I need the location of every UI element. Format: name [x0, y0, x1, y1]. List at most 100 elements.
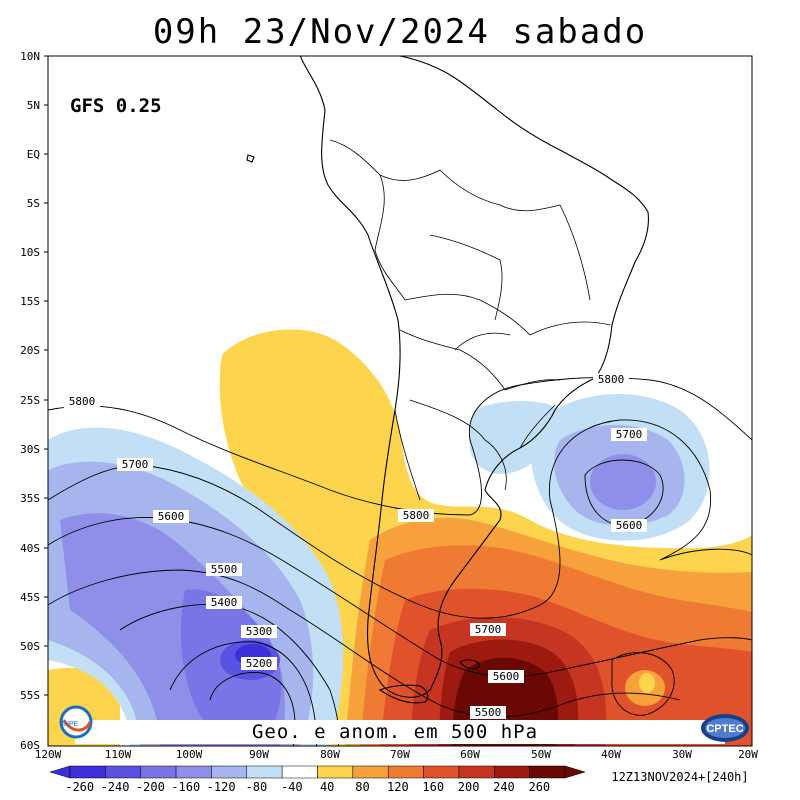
- lat-label: 10S: [20, 246, 40, 259]
- coastlines: [246, 56, 649, 704]
- lon-label: 60W: [460, 748, 480, 761]
- contour-5600-cutoff: [584, 459, 664, 526]
- svg-text:5800: 5800: [69, 395, 96, 408]
- lon-label: 90W: [249, 748, 269, 761]
- lat-label: 40S: [20, 542, 40, 555]
- contour-label: 5600: [611, 519, 647, 532]
- lat-label: EQ: [27, 148, 40, 161]
- latitude-ticks: [44, 55, 48, 696]
- svg-text:5600: 5600: [616, 519, 643, 532]
- colorbar-swatch: [494, 765, 530, 779]
- map-caption: Geo. e anom. em 500 hPa: [252, 721, 538, 743]
- lon-label: 50W: [531, 748, 551, 761]
- contour-label: 5800: [593, 373, 629, 386]
- svg-text:5200: 5200: [246, 657, 273, 670]
- colorbar-swatch: [529, 765, 566, 779]
- contour-label: 5400: [206, 596, 242, 609]
- contour-5800: [48, 377, 752, 516]
- svg-text:5600: 5600: [158, 510, 185, 523]
- contour-label: 5700: [611, 428, 647, 441]
- south-america-coast: [299, 56, 649, 698]
- lon-label: 80W: [320, 748, 340, 761]
- colorbar-swatch: [175, 765, 212, 779]
- lon-label: 100W: [176, 748, 203, 761]
- lon-label: 120W: [35, 748, 62, 761]
- lat-label: 15S: [20, 295, 40, 308]
- tierra-del-fuego: [378, 684, 429, 704]
- contour-label: 5200: [241, 657, 277, 670]
- model-label: GFS 0.25: [70, 95, 162, 117]
- colorbar-swatch: [140, 765, 177, 779]
- contour-label: 5600: [488, 670, 524, 683]
- lon-label: 30W: [672, 748, 692, 761]
- contour-label: 5700: [117, 458, 153, 471]
- colorbar-swatch: [281, 765, 318, 779]
- longitude-axis: 120W 110W 100W 90W 80W 70W 60W 50W 40W 3…: [35, 748, 759, 761]
- svg-text:5700: 5700: [616, 428, 643, 441]
- contour-label: 5700: [470, 623, 506, 636]
- colorbar-tick-label: -120: [207, 780, 236, 794]
- run-label: 12Z13NOV2024+[240h]: [611, 770, 748, 784]
- lat-label: 55S: [20, 689, 40, 702]
- svg-text:5800: 5800: [403, 509, 430, 522]
- cptec-logo: CPTEC: [701, 714, 749, 742]
- svg-text:5400: 5400: [211, 596, 238, 609]
- contour-label: 5300: [241, 625, 277, 638]
- malvinas: [459, 659, 481, 670]
- contour-labels: 5800 5700 5600 5500 5400 5300 5200 5800 …: [64, 373, 647, 719]
- lat-label: 45S: [20, 591, 40, 604]
- negative-anomaly-uruguay: [469, 401, 561, 474]
- colorbar-tick-label: 260: [528, 780, 550, 794]
- svg-text:5700: 5700: [122, 458, 149, 471]
- svg-text:CPTEC: CPTEC: [706, 723, 743, 735]
- svg-text:5500: 5500: [475, 706, 502, 719]
- colorbar-tick-label: -80: [246, 780, 268, 794]
- galapagos: [246, 154, 255, 163]
- contour-label: 5800: [398, 509, 434, 522]
- colorbar: -260 -240 -200 -160 -120 -80 -40 40 80 120 160 200 2…: [49, 765, 586, 794]
- colorbar-swatch: [458, 765, 495, 779]
- colorbar-arrow-left: [49, 765, 71, 779]
- colorbar-swatch: [69, 765, 106, 779]
- contour-5700: [48, 419, 752, 619]
- contour-label: 5500: [470, 706, 506, 719]
- contour-label: 5600: [153, 510, 189, 523]
- lat-label: 25S: [20, 394, 40, 407]
- svg-text:5600: 5600: [493, 670, 520, 683]
- colorbar-swatch: [352, 765, 389, 779]
- colorbar-arrow-right: [564, 765, 586, 779]
- negative-center-east: [590, 454, 656, 510]
- contour-label: 5800: [64, 395, 100, 408]
- colorbar-tick-label: 80: [355, 780, 369, 794]
- colorbar-swatch: [246, 765, 283, 779]
- lon-label: 20W: [738, 748, 758, 761]
- lat-label: 30S: [20, 443, 40, 456]
- contour-east-5600: [611, 652, 675, 716]
- colorbar-swatch: [387, 765, 424, 779]
- colorbar-swatch: [105, 765, 141, 779]
- svg-text:5700: 5700: [475, 623, 502, 636]
- svg-text:INPE: INPE: [62, 721, 79, 728]
- colorbar-tick-label: -240: [101, 780, 130, 794]
- lat-label: 5S: [27, 197, 40, 210]
- lat-label: 50S: [20, 640, 40, 653]
- svg-text:5300: 5300: [246, 625, 273, 638]
- colorbar-tick-label: -200: [136, 780, 165, 794]
- colorbar-tick-label: 240: [493, 780, 515, 794]
- lat-label: 10N: [20, 50, 40, 63]
- lat-label: 20S: [20, 344, 40, 357]
- lat-label: 60S: [20, 739, 40, 752]
- svg-text:5500: 5500: [211, 563, 238, 576]
- inpe-logo: INPE: [59, 705, 93, 739]
- caption-background: [75, 720, 725, 744]
- lat-label: 5N: [27, 99, 40, 112]
- svg-text:5800: 5800: [598, 373, 625, 386]
- colorbar-swatch: [211, 765, 248, 779]
- contour-5500: [48, 569, 681, 718]
- colorbar-tick-label: 40: [320, 780, 334, 794]
- lon-label: 40W: [601, 748, 621, 761]
- colorbar-tick-label: -40: [281, 780, 303, 794]
- colorbar-tick-label: -260: [65, 780, 94, 794]
- lat-label: 35S: [20, 492, 40, 505]
